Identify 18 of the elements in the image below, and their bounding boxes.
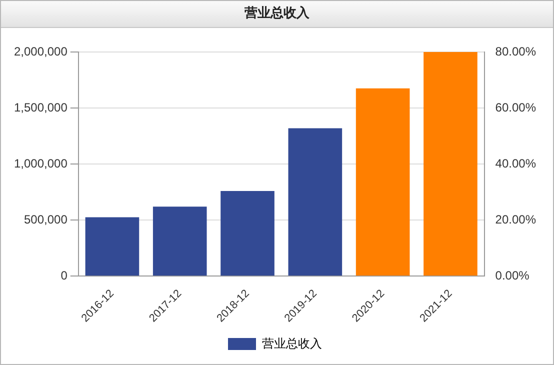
y2-tick-label: 20.00% — [495, 212, 536, 226]
chart-title: 营业总收入 — [1, 1, 553, 28]
bar — [152, 206, 207, 276]
y-tick-label: 2,000,000 — [14, 44, 68, 58]
bar — [85, 217, 140, 276]
y-tick-label: 1,500,000 — [14, 100, 68, 114]
y2-tick-label: 80.00% — [495, 44, 536, 58]
bar — [356, 88, 410, 276]
y-tick-label: 1,000,000 — [14, 156, 68, 170]
bar — [424, 52, 478, 276]
y-tick-label: 0 — [60, 268, 68, 282]
y-tick-label: 500,000 — [24, 212, 68, 226]
y2-tick-label: 60.00% — [495, 100, 536, 114]
bar — [220, 190, 274, 276]
bar — [288, 128, 342, 276]
y2-tick-label: 40.00% — [495, 156, 536, 170]
legend-label: 营业总收入 — [262, 336, 322, 350]
y2-tick-label: 0.00% — [495, 268, 530, 282]
